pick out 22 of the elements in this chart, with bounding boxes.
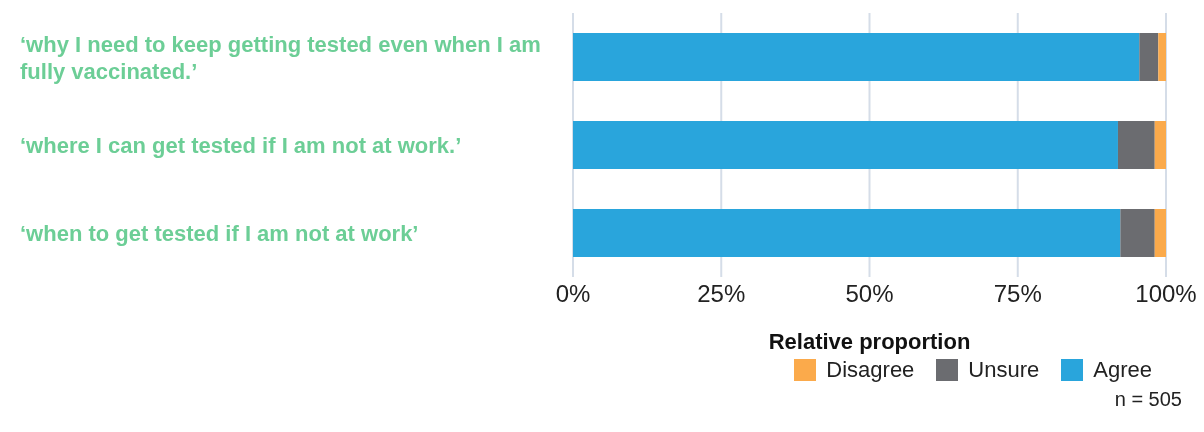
y-tick-label: ‘where I can get tested if I am not at work.’ (20, 132, 462, 158)
legend-label: Disagree (825, 357, 915, 383)
bar (1154, 209, 1166, 257)
bar (573, 209, 1121, 257)
bar (1154, 121, 1166, 169)
y-tick-label: ‘why I need to keep getting tested even when I am fully vaccinated.’ (20, 31, 541, 83)
x-tick-label: 50% (845, 280, 894, 308)
bar (573, 33, 1140, 81)
bar (573, 121, 1118, 169)
bar (1117, 121, 1155, 169)
bar (1120, 209, 1155, 257)
x-tick-label: 0% (555, 280, 591, 308)
legend-label: Agree (1092, 357, 1152, 383)
bar (1139, 33, 1159, 81)
x-tick-label: 100% (1135, 280, 1197, 308)
legend-label: Unsure (967, 357, 1040, 383)
x-tick-label: 25% (697, 280, 746, 308)
text: n = 505 (1113, 388, 1183, 411)
x-tick-label: 75% (993, 280, 1042, 308)
y-tick-label: ‘when to get tested if I am not at work’ (20, 220, 419, 246)
x-axis-title: Relative proportion (768, 329, 971, 354)
bar (1158, 33, 1166, 81)
